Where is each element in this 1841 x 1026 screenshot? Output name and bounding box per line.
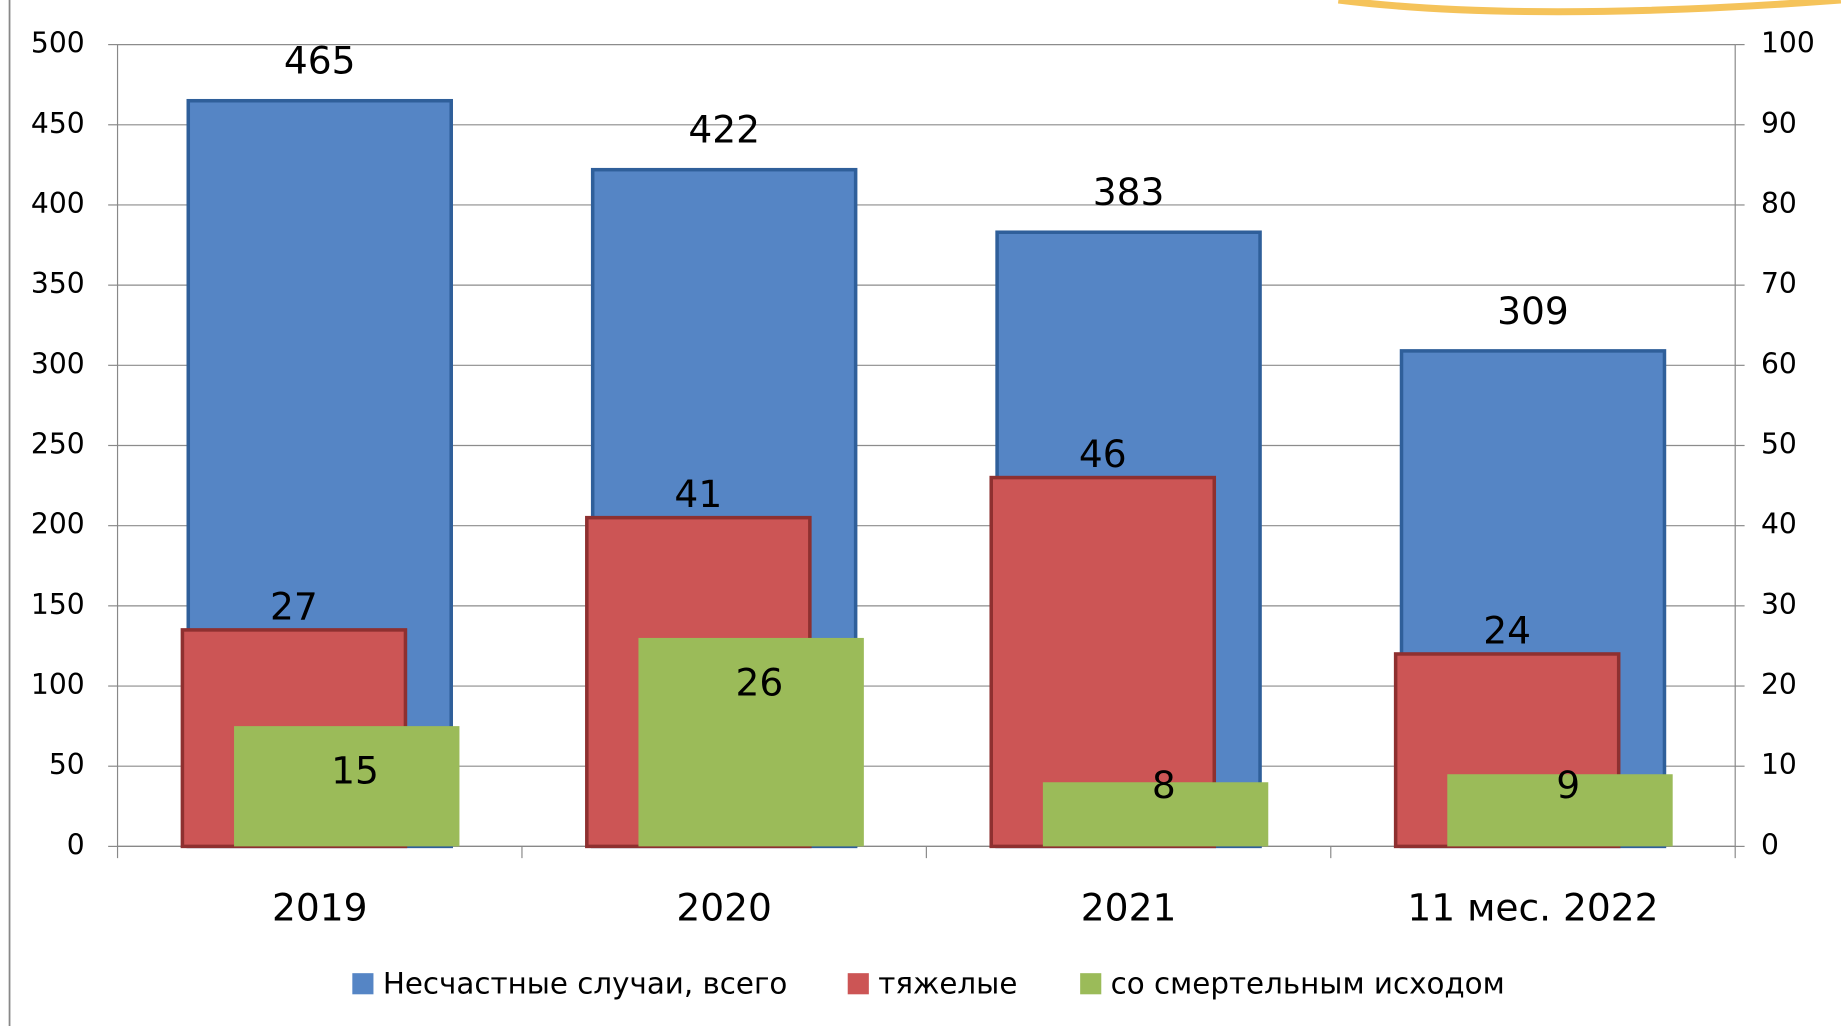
legend-swatch xyxy=(1080,973,1102,995)
legend-label: тяжелые xyxy=(878,966,1017,1000)
data-label: 26 xyxy=(735,660,783,704)
bar xyxy=(1447,774,1673,847)
data-label: 465 xyxy=(284,39,356,83)
data-label: 46 xyxy=(1079,432,1127,476)
y-tick-label: 100 xyxy=(31,668,85,701)
y-tick-label: 300 xyxy=(31,347,85,380)
data-label: 383 xyxy=(1093,170,1165,214)
y2-tick-label: 80 xyxy=(1761,187,1797,220)
legend-label: со смертельным исходом xyxy=(1111,966,1505,1000)
y-tick-label: 200 xyxy=(31,508,85,541)
y-tick-label: 500 xyxy=(31,27,85,60)
x-tick-label: 11 мес. 2022 xyxy=(1407,885,1658,929)
data-label: 15 xyxy=(331,749,379,793)
y2-tick-label: 30 xyxy=(1761,588,1797,621)
legend-label: Несчастные случаи, всего xyxy=(383,966,787,1000)
x-tick-label: 2020 xyxy=(676,885,772,929)
y2-tick-label: 100 xyxy=(1761,27,1815,60)
y-tick-label: 350 xyxy=(31,267,85,300)
bar xyxy=(234,726,460,847)
frame xyxy=(8,0,11,1026)
y-tick-label: 0 xyxy=(67,828,85,861)
y-tick-label: 400 xyxy=(31,187,85,220)
legend-swatch xyxy=(352,973,374,995)
data-label: 422 xyxy=(688,108,760,152)
y-tick-label: 250 xyxy=(31,428,85,461)
y-tick-label: 50 xyxy=(49,748,85,781)
y2-tick-label: 50 xyxy=(1761,428,1797,461)
data-label: 41 xyxy=(674,472,722,516)
y2-tick-label: 90 xyxy=(1761,107,1797,140)
bar xyxy=(1042,782,1269,847)
y2-tick-label: 0 xyxy=(1761,828,1779,861)
x-tick-label: 2019 xyxy=(272,885,368,929)
data-label: 24 xyxy=(1483,608,1531,652)
legend-swatch xyxy=(847,973,869,995)
data-label: 8 xyxy=(1152,763,1176,807)
y2-tick-label: 60 xyxy=(1761,347,1797,380)
y-tick-label: 150 xyxy=(31,588,85,621)
y2-tick-label: 20 xyxy=(1761,668,1797,701)
data-label: 27 xyxy=(270,584,318,628)
y2-tick-label: 40 xyxy=(1761,508,1797,541)
bar xyxy=(638,637,864,847)
y2-tick-label: 10 xyxy=(1761,748,1797,781)
data-label: 9 xyxy=(1556,763,1580,807)
data-label: 309 xyxy=(1497,289,1569,333)
y-tick-label: 450 xyxy=(31,107,85,140)
decoration xyxy=(1337,0,1841,16)
y2-tick-label: 70 xyxy=(1761,267,1797,300)
x-tick-label: 2021 xyxy=(1081,885,1177,929)
